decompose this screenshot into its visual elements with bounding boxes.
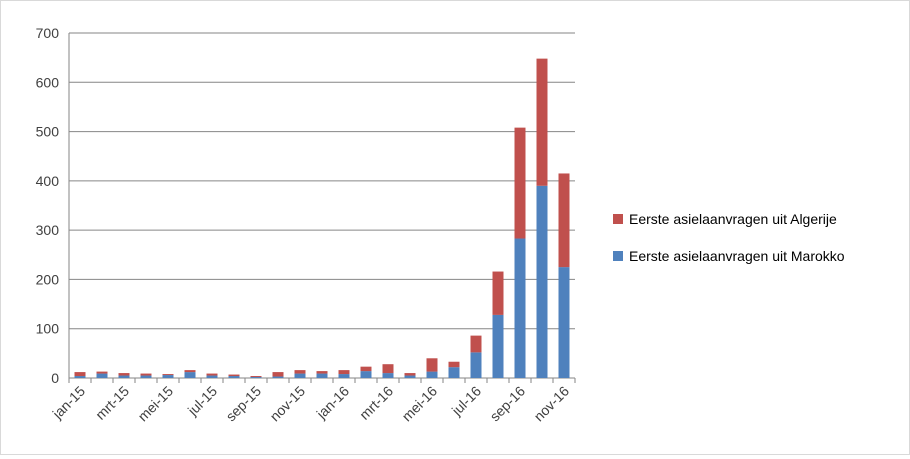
y-tick-label: 400 xyxy=(36,173,60,189)
x-tick-label: mrt-16 xyxy=(356,383,396,423)
x-tick-label: mei-16 xyxy=(399,383,441,425)
x-tick-label: sep-16 xyxy=(487,383,529,425)
bar-segment-algerije xyxy=(448,361,460,368)
x-tick-label: jul-16 xyxy=(448,383,484,419)
bar-segment-marokko xyxy=(558,267,570,378)
x-axis: jan-15 mrt-15 mei-15 jul-15 sep-15 nov-15 jan-… xyxy=(49,378,576,425)
bar-segment-marokko xyxy=(514,238,526,378)
legend-entry-label: Eerste asielaanvragen uit Algerije xyxy=(629,211,837,227)
x-tick-label: mrt-15 xyxy=(92,383,132,423)
bar-segment-algerije xyxy=(426,358,438,372)
legend-entry-label: Eerste asielaanvragen uit Marokko xyxy=(629,248,845,264)
y-axis: 0 100 200 300 400 500 600 700 xyxy=(36,25,70,386)
bar-segment-algerije xyxy=(404,373,416,376)
x-tick-label: jul-15 xyxy=(184,383,220,419)
bar-segment-algerije xyxy=(338,370,350,375)
bar-segment-algerije xyxy=(184,370,196,373)
legend-swatch xyxy=(613,214,623,224)
bar-segment-algerije xyxy=(536,58,548,186)
y-tick-label: 600 xyxy=(36,74,60,90)
bar-segment-marokko xyxy=(228,376,240,378)
bar-segment-marokko xyxy=(382,373,394,378)
bar-segment-algerije xyxy=(96,371,108,374)
legend: Eerste asielaanvragen uit Algerije Eerste… xyxy=(613,211,845,264)
bar-segment-marokko xyxy=(294,373,306,378)
bar-segment-marokko xyxy=(118,375,130,378)
bar-segment-algerije xyxy=(492,271,504,315)
bar-segment-marokko xyxy=(470,352,482,378)
bar-segment-algerije xyxy=(250,376,262,378)
bar-segment-marokko xyxy=(316,373,328,378)
x-tick-label: jan-16 xyxy=(313,383,353,423)
bar-segment-algerije xyxy=(470,335,482,353)
gridlines xyxy=(69,32,575,379)
bar-segment-algerije xyxy=(382,364,394,374)
bar-segment-marokko xyxy=(272,376,284,378)
x-tick-label: sep-15 xyxy=(223,383,265,425)
y-tick-label: 100 xyxy=(36,321,60,337)
bar-segment-marokko xyxy=(250,377,262,378)
bar-segment-algerije xyxy=(272,372,284,377)
bar-segment-algerije xyxy=(316,371,328,374)
bar-segment-algerije xyxy=(558,173,570,268)
y-tick-label: 0 xyxy=(51,370,59,386)
bar-segment-marokko xyxy=(360,371,372,378)
bar-segment-algerije xyxy=(140,373,152,376)
bar-segment-algerije xyxy=(74,372,86,377)
bar-segment-marokko xyxy=(96,373,108,378)
bar-segment-marokko xyxy=(74,376,86,378)
x-tick-label: jan-15 xyxy=(49,383,89,423)
y-tick-label: 200 xyxy=(36,271,60,287)
bar-segment-algerije xyxy=(228,374,240,377)
bar-segment-marokko xyxy=(404,375,416,378)
bar-segment-marokko xyxy=(162,375,174,378)
bar-segment-algerije xyxy=(118,373,130,376)
bar-segment-marokko xyxy=(206,375,218,378)
x-tick-label: nov-15 xyxy=(267,383,309,425)
x-tick-label: nov-16 xyxy=(531,383,573,425)
bars xyxy=(74,58,570,378)
bar-segment-algerije xyxy=(162,374,174,376)
bar-segment-marokko xyxy=(536,185,548,378)
bar-segment-marokko xyxy=(492,314,504,378)
bar-segment-marokko xyxy=(338,374,350,378)
bar-segment-algerije xyxy=(360,366,372,372)
bar-segment-algerije xyxy=(514,127,526,239)
legend-swatch xyxy=(613,251,623,261)
bar-segment-marokko xyxy=(184,372,196,378)
y-tick-label: 500 xyxy=(36,124,60,140)
bar-segment-algerije xyxy=(206,373,218,376)
bar-segment-algerije xyxy=(294,370,306,374)
bar-segment-marokko xyxy=(448,367,460,378)
bar-segment-marokko xyxy=(426,371,438,378)
y-tick-label: 300 xyxy=(36,222,60,238)
x-tick-label: mei-15 xyxy=(135,383,177,425)
y-tick-label: 700 xyxy=(36,25,60,41)
bar-segment-marokko xyxy=(140,375,152,378)
